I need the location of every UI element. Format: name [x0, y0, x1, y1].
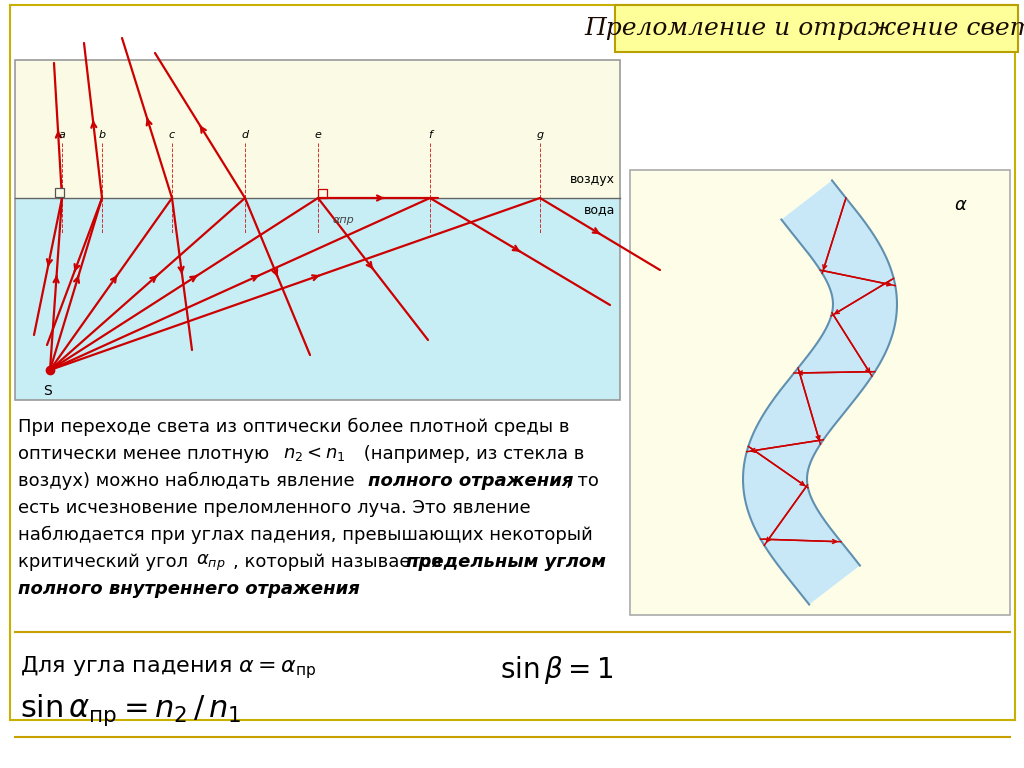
Text: полного внутреннего отражения: полного внутреннего отражения: [18, 580, 359, 598]
Text: Преломление и отражение света: Преломление и отражение света: [585, 17, 1024, 40]
Text: $\mathrm{sin}\,\alpha_{\mathregular{пр}} = n_2\,/\,n_1$: $\mathrm{sin}\,\alpha_{\mathregular{пр}}…: [20, 692, 242, 728]
Text: наблюдается при углах падения, превышающих некоторый: наблюдается при углах падения, превышающ…: [18, 526, 593, 545]
Bar: [615, 5, 1018, 52]
Text: c: c: [169, 130, 175, 140]
Bar: [15, 60, 620, 400]
Text: воздух) можно наблюдать явление: воздух) можно наблюдать явление: [18, 472, 360, 490]
Text: вода: вода: [584, 204, 615, 217]
Text: воздух: воздух: [570, 174, 615, 187]
Text: $\mathrm{sin}\,\beta = 1$: $\mathrm{sin}\,\beta = 1$: [500, 654, 613, 686]
Text: $\alpha_{пр}$: $\alpha_{пр}$: [196, 553, 225, 573]
Text: , который называется: , который называется: [233, 553, 447, 571]
Text: Для угла падения $\alpha = \alpha_{\mathregular{пр}}$: Для угла падения $\alpha = \alpha_{\math…: [20, 654, 316, 680]
Text: S: S: [44, 384, 52, 398]
Text: e: e: [314, 130, 322, 140]
Text: (например, из стекла в: (например, из стекла в: [358, 445, 585, 463]
Text: b: b: [98, 130, 105, 140]
Text: αпр: αпр: [333, 215, 354, 225]
Text: критический угол: критический угол: [18, 553, 194, 571]
Bar: [15, 60, 620, 198]
Bar: [318, 189, 327, 198]
Bar: [55, 188, 63, 197]
Bar: [15, 198, 620, 400]
Text: α: α: [954, 196, 966, 214]
Text: есть исчезновение преломленного луча. Это явление: есть исчезновение преломленного луча. Эт…: [18, 499, 530, 517]
Text: $n_2 < n_1$: $n_2 < n_1$: [283, 445, 345, 463]
Text: f: f: [428, 130, 432, 140]
Text: При переходе света из оптически более плотной среды в: При переходе света из оптически более пл…: [18, 418, 569, 436]
Bar: [630, 170, 1010, 615]
Polygon shape: [743, 180, 897, 604]
Text: , то: , то: [566, 472, 599, 490]
Text: предельным углом: предельным углом: [406, 553, 606, 571]
Text: оптически менее плотную: оптически менее плотную: [18, 445, 275, 463]
Text: a: a: [58, 130, 66, 140]
Text: g: g: [537, 130, 544, 140]
Text: полного отражения: полного отражения: [368, 472, 573, 490]
Text: d: d: [242, 130, 249, 140]
